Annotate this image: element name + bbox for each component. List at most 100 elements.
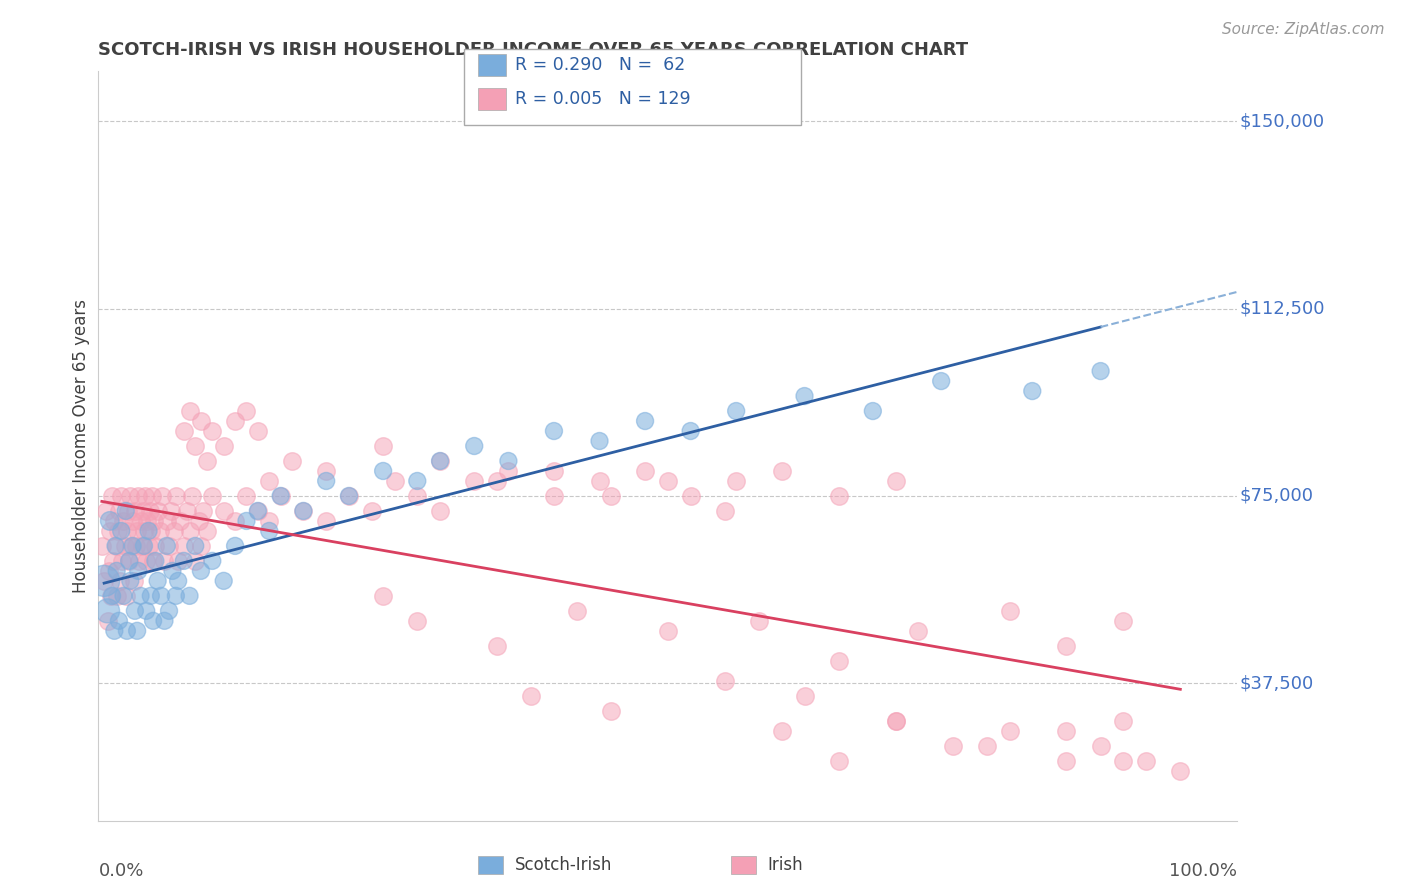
Point [270,489,292,503]
Point [156,514,179,528]
Text: R = 0.005   N = 129: R = 0.005 N = 129 [515,90,690,108]
Point [128,554,150,568]
Point [139,524,162,538]
Point [634,464,657,478]
Point [1090,739,1112,753]
Point [212,574,235,588]
Point [588,434,610,448]
Point [406,474,429,488]
Point [153,554,176,568]
Y-axis label: Householder Income Over 65 years: Householder Income Over 65 years [72,299,90,593]
Point [179,524,201,538]
Point [138,504,160,518]
Point [770,464,793,478]
Point [828,754,851,768]
Point [146,574,169,588]
Point [157,604,180,618]
Point [463,474,485,488]
Point [235,404,257,418]
Point [884,714,907,728]
Point [714,673,737,688]
Point [315,464,337,478]
Point [160,504,183,518]
Point [169,514,191,528]
Point [828,489,851,503]
Point [114,539,136,553]
Text: $112,500: $112,500 [1240,300,1324,318]
Point [129,589,152,603]
Point [110,524,132,538]
Point [1054,754,1078,768]
Point [828,654,851,668]
Point [246,424,269,438]
Point [406,489,429,503]
Point [131,539,153,553]
Point [103,554,125,568]
Point [679,424,702,438]
Point [315,474,337,488]
Point [112,514,135,528]
Point [127,524,149,538]
Point [543,464,565,478]
Point [135,604,157,618]
Point [127,564,149,578]
Point [100,589,122,603]
Point [259,474,281,488]
Point [998,723,1021,738]
Point [793,689,815,703]
Point [235,514,257,528]
Point [184,439,207,453]
Point [139,589,162,603]
Point [176,504,198,518]
Point [184,539,207,553]
Point [195,454,218,468]
Point [281,454,304,468]
Text: $150,000: $150,000 [1240,112,1324,130]
Point [105,589,128,603]
Point [543,424,565,438]
Point [146,504,169,518]
Point [157,539,180,553]
Point [173,539,195,553]
Text: R = 0.290   N =  62: R = 0.290 N = 62 [515,56,685,74]
Text: 100.0%: 100.0% [1170,862,1237,880]
Point [486,639,509,653]
Point [725,474,748,488]
Point [600,489,623,503]
Point [212,504,235,518]
Point [195,524,218,538]
Point [463,439,485,453]
Point [588,474,610,488]
Point [429,454,451,468]
Point [142,614,165,628]
Point [150,589,173,603]
Point [134,489,156,503]
Point [201,424,224,438]
Point [127,489,149,503]
Point [1112,754,1135,768]
Point [212,439,235,453]
Point [907,624,929,638]
Point [96,504,118,518]
Text: Irish: Irish [768,856,803,874]
Point [145,554,167,568]
Point [1090,364,1112,378]
Point [118,554,141,568]
Point [634,414,657,428]
Point [114,504,136,518]
Point [748,614,770,628]
Point [150,489,173,503]
Point [132,539,155,553]
Point [101,589,124,603]
Point [136,514,159,528]
Point [429,504,451,518]
Point [153,614,176,628]
Text: 0.0%: 0.0% [98,862,143,880]
Point [98,514,121,528]
Point [1054,639,1078,653]
Point [120,489,142,503]
Point [167,554,190,568]
Text: SCOTCH-IRISH VS IRISH HOUSEHOLDER INCOME OVER 65 YEARS CORRELATION CHART: SCOTCH-IRISH VS IRISH HOUSEHOLDER INCOME… [98,41,969,59]
Point [104,539,127,553]
Point [108,574,131,588]
